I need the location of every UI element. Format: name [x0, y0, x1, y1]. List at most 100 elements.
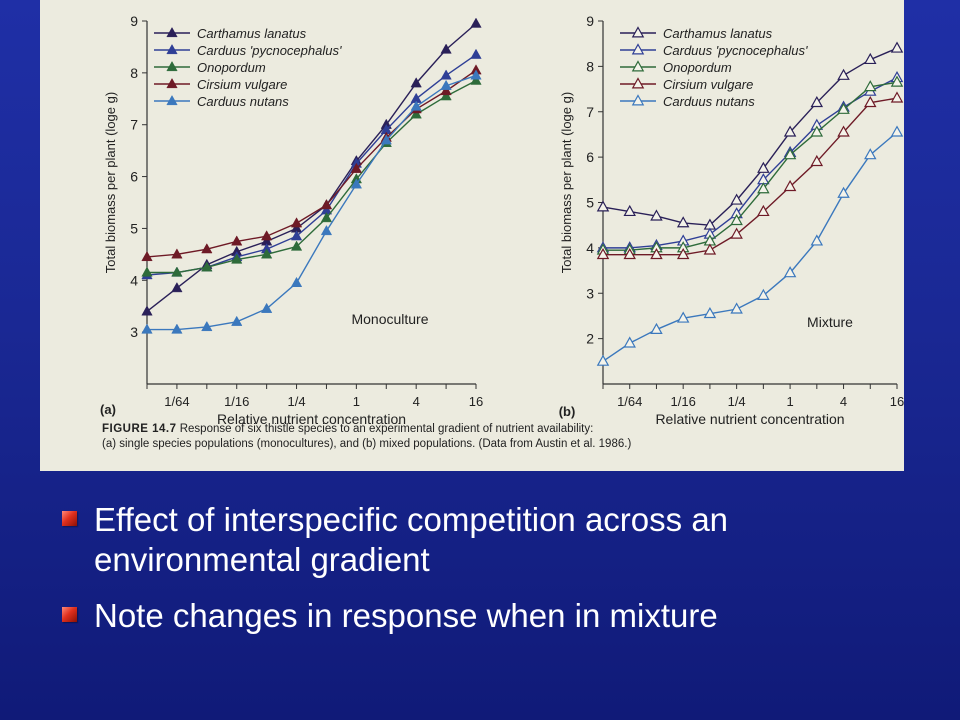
- chart-legend: Carthamus lanatus Carduus 'pycnocephalus'…: [620, 26, 808, 109]
- chart-panel-a: 3 4 5 6 7 8 9 1/64 1/16 1/4 1 4 16 Relative nutrient …: [100, 13, 483, 427]
- data-point: [837, 125, 850, 137]
- figure-caption: FIGURE 14.7 Response of six thistle spec…: [102, 422, 904, 452]
- legend-label: Onopordum: [663, 60, 732, 75]
- series-carthamus-lanatus: [141, 17, 482, 316]
- x-tick-label: 1/64: [617, 394, 642, 409]
- data-point: [810, 125, 824, 137]
- bullet-square-icon: [62, 511, 77, 526]
- series-line: [147, 80, 477, 274]
- series-carduus-pycnocephalus-: [141, 48, 482, 280]
- series-line: [603, 77, 898, 249]
- data-point: [650, 209, 663, 221]
- data-point: [410, 108, 422, 119]
- data-point: [650, 247, 663, 260]
- panel-annotation: Monoculture: [351, 311, 428, 327]
- data-point: [201, 320, 213, 332]
- y-tick-label: 8: [586, 58, 594, 74]
- data-point: [320, 212, 333, 223]
- legend-label: Carduus 'pycnocephalus': [197, 43, 342, 58]
- y-tick-label: 9: [586, 13, 594, 29]
- data-point: [171, 266, 183, 277]
- legend-marker: [166, 60, 178, 72]
- y-tick-label: 4: [130, 272, 138, 288]
- legend-marker: [631, 60, 645, 72]
- x-tick-label: 16: [890, 394, 904, 409]
- y-tick-label: 5: [130, 220, 138, 236]
- data-point: [890, 91, 904, 103]
- x-tick-label: 16: [469, 394, 483, 409]
- data-point: [440, 84, 452, 96]
- series-carthamus-lanatus: [596, 41, 904, 230]
- legend-label: Cirsium vulgare: [663, 77, 753, 92]
- y-tick-label: 5: [586, 195, 594, 211]
- data-point: [783, 266, 797, 278]
- data-point: [260, 302, 273, 313]
- data-point: [380, 134, 392, 145]
- series-line: [146, 69, 477, 258]
- data-point: [783, 179, 797, 192]
- panel-label: (b): [559, 404, 576, 419]
- data-point: [837, 102, 850, 114]
- legend-marker: [166, 94, 178, 106]
- y-tick-label: 6: [130, 169, 138, 185]
- data-point: [596, 354, 610, 366]
- y-tick-label: 7: [130, 117, 138, 133]
- data-point: [320, 199, 333, 210]
- chart-panel-b: 2 3 4 5 6 7 8 9 1/64 1/16 1/4 1 4 16 Relative nutrient…: [559, 13, 904, 427]
- bullet-list: Effect of interspecific competition acro…: [58, 500, 938, 652]
- legend-label: Carduus nutans: [663, 94, 755, 109]
- legend-marker: [631, 43, 645, 55]
- data-point: [757, 204, 770, 217]
- data-point: [141, 305, 153, 316]
- data-point: [757, 182, 770, 194]
- figure-image: 3 4 5 6 7 8 9 1/64 1/16 1/4 1 4 16 Relative nutrient …: [40, 0, 904, 471]
- panel-annotation: Mixture: [807, 314, 853, 330]
- data-point: [141, 250, 153, 262]
- data-point: [864, 52, 877, 65]
- data-point: [470, 17, 482, 28]
- series-line: [147, 74, 477, 331]
- data-point: [730, 227, 743, 239]
- data-point: [171, 282, 183, 293]
- data-point: [201, 243, 213, 254]
- series-cirsium-vulgare: [596, 91, 904, 260]
- data-point: [810, 234, 824, 246]
- series-carduus-nutans: [596, 125, 904, 366]
- data-point: [837, 186, 850, 198]
- legend-marker: [166, 26, 178, 38]
- x-tick-label: 1/16: [671, 394, 696, 409]
- data-point: [757, 161, 770, 173]
- data-point: [810, 154, 824, 167]
- data-point: [231, 315, 243, 326]
- figure-caption-line2: (a) single species populations (monocult…: [102, 438, 632, 450]
- x-tick-label: 1: [786, 394, 793, 409]
- x-tick-label: 1/16: [224, 394, 249, 409]
- data-point: [890, 41, 904, 53]
- data-point: [290, 217, 303, 228]
- data-point: [440, 69, 452, 80]
- figure-caption-line1: Response of six thistle species to an ex…: [179, 423, 594, 435]
- y-tick-label: 3: [130, 324, 138, 340]
- x-tick-label: 1: [353, 394, 360, 409]
- legend-label: Carduus nutans: [197, 94, 289, 109]
- data-point: [837, 68, 850, 80]
- legend-marker: [166, 77, 178, 89]
- data-point: [410, 100, 422, 111]
- legend-marker: [631, 26, 645, 38]
- data-point: [757, 288, 770, 300]
- x-tick-label: 4: [840, 394, 847, 409]
- data-point: [470, 48, 482, 59]
- data-point: [864, 148, 877, 160]
- y-tick-label: 2: [586, 331, 594, 347]
- bullet-item: Note changes in response when in mixture: [58, 596, 938, 636]
- series-line: [603, 97, 898, 256]
- x-tick-label: 1/4: [288, 394, 306, 409]
- x-axis-title: Relative nutrient concentration: [217, 411, 406, 427]
- figure-caption-label: FIGURE 14.7: [102, 423, 177, 435]
- panel-label: (a): [100, 402, 116, 417]
- data-point: [676, 311, 690, 323]
- x-tick-label: 1/64: [164, 394, 189, 409]
- series-onopordum: [141, 74, 482, 277]
- y-tick-label: 3: [586, 285, 594, 301]
- data-point: [676, 216, 690, 228]
